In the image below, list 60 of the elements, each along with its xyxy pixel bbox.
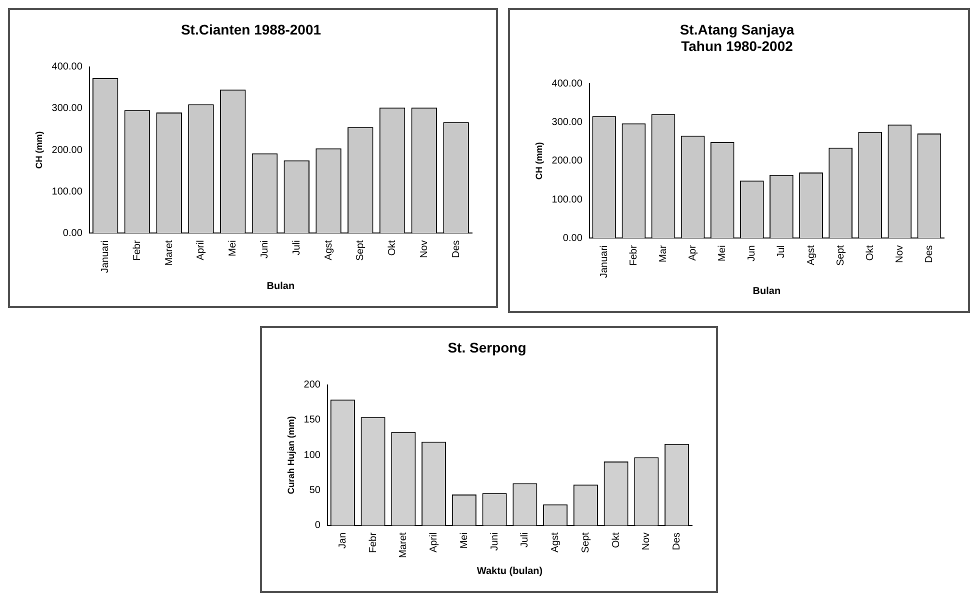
x-tick-label: Des bbox=[450, 240, 462, 258]
x-tick-label: Juni bbox=[489, 532, 500, 551]
y-axis-title: CH (mm) bbox=[34, 131, 44, 169]
x-tick-label: Juni bbox=[260, 240, 270, 259]
x-tick-label: Okt bbox=[864, 244, 876, 261]
y-tick-label: 100.00 bbox=[552, 194, 583, 206]
x-axis-title: Bulan bbox=[752, 286, 781, 297]
chart-title: St.Cianten 1988-2001 bbox=[180, 21, 322, 38]
x-tick-label: Okt bbox=[387, 240, 398, 256]
y-tick-label: 0.00 bbox=[62, 228, 83, 239]
y-tick-label: 400.00 bbox=[52, 62, 83, 73]
x-tick-label: Jul bbox=[776, 245, 788, 258]
y-axis-title: CH (mm) bbox=[534, 142, 544, 180]
x-tick-label: Sept bbox=[355, 240, 366, 261]
x-tick-label: Jan bbox=[337, 532, 348, 549]
y-tick-label: 200 bbox=[304, 380, 321, 391]
x-tick-label: Okt bbox=[610, 532, 622, 548]
x-tick-label: Agst bbox=[323, 240, 334, 260]
x-tick-label: Jun bbox=[746, 245, 758, 262]
chart-title: St. Serpong bbox=[448, 339, 526, 356]
x-tick-label: Mei bbox=[228, 240, 239, 256]
x-tick-label: Febr bbox=[368, 532, 379, 553]
chart-title: St.Atang Sanjaya Tahun 1980-2002 bbox=[680, 21, 794, 54]
x-tick-label: Sept bbox=[580, 532, 592, 554]
y-tick-label: 50 bbox=[309, 485, 321, 496]
y-tick-label: 400.00 bbox=[552, 78, 583, 90]
x-tick-label: Nov bbox=[894, 245, 906, 263]
x-tick-label: Febr bbox=[628, 244, 640, 266]
x-tick-label: Januari bbox=[100, 240, 112, 274]
x-tick-label: Januari bbox=[598, 245, 610, 278]
x-tick-label: Agst bbox=[806, 244, 817, 266]
x-tick-label: Sept bbox=[835, 244, 846, 266]
x-tick-label: Mei bbox=[717, 245, 728, 262]
x-tick-label: Nov bbox=[418, 240, 430, 258]
x-tick-label: Mei bbox=[458, 532, 470, 549]
x-tick-label: Des bbox=[672, 532, 683, 550]
y-axis-title: Curah Hujan (mm) bbox=[286, 416, 296, 494]
y-tick-label: 100 bbox=[304, 450, 321, 461]
x-tick-label: Juli bbox=[520, 532, 531, 548]
x-axis-title: Bulan bbox=[266, 280, 295, 292]
x-axis-title: Waktu (bulan) bbox=[476, 566, 543, 577]
x-tick-label: Mar bbox=[658, 244, 670, 262]
x-tick-label: Apr bbox=[688, 244, 699, 261]
y-tick-label: 300.00 bbox=[552, 117, 583, 128]
x-tick-label: Nov bbox=[641, 532, 652, 550]
x-tick-label: Des bbox=[924, 245, 935, 263]
y-tick-label: 300.00 bbox=[52, 103, 83, 114]
y-tick-label: 200.00 bbox=[52, 144, 83, 156]
x-tick-label: April bbox=[428, 532, 440, 552]
y-tick-label: 100.00 bbox=[52, 186, 83, 198]
x-tick-label: Febr bbox=[132, 240, 143, 261]
x-tick-label: April bbox=[196, 240, 207, 260]
y-tick-label: 0 bbox=[314, 520, 321, 532]
x-tick-label: Maret bbox=[164, 240, 175, 266]
y-tick-label: 150 bbox=[304, 414, 321, 426]
x-tick-label: Agst bbox=[550, 532, 562, 552]
x-tick-label: Maret bbox=[398, 532, 410, 558]
y-tick-label: 0.00 bbox=[562, 232, 583, 244]
x-tick-label: Juli bbox=[291, 240, 302, 256]
y-tick-label: 200.00 bbox=[552, 156, 583, 167]
